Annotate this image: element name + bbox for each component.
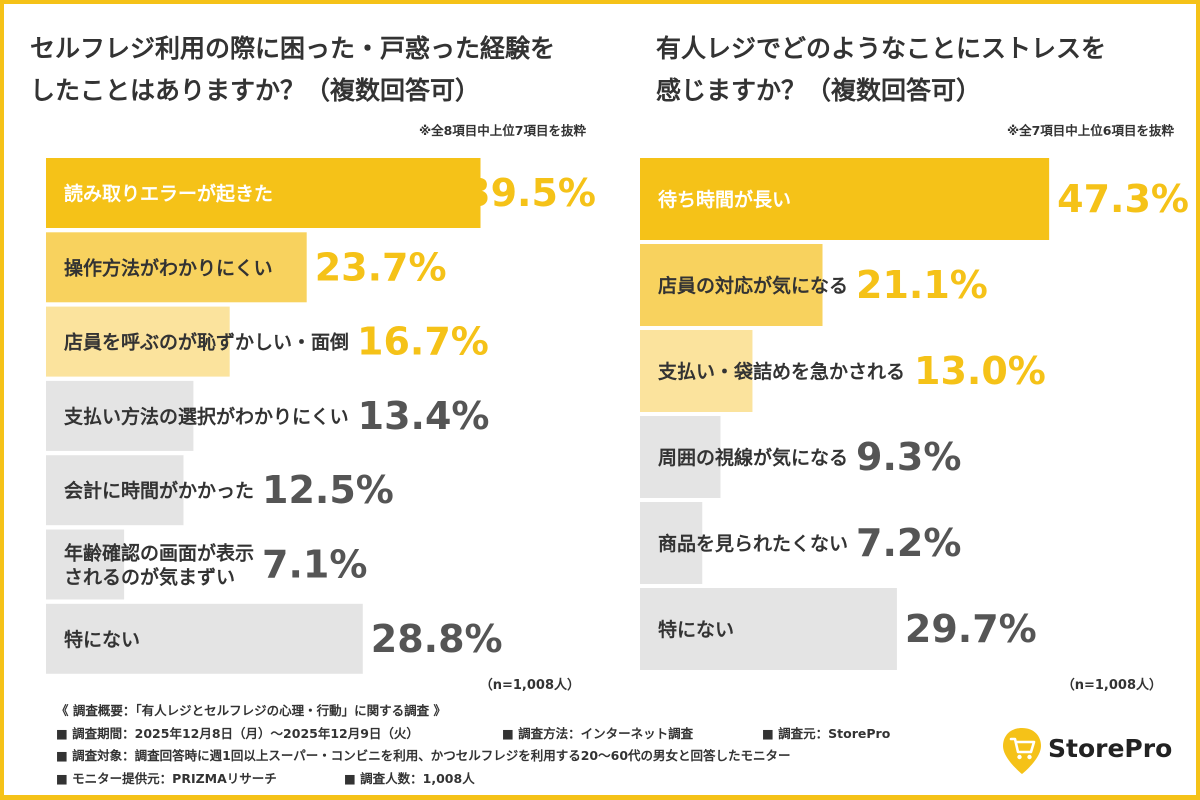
value-label-left-3: 13.4% <box>358 394 490 438</box>
left-title-line1: セルフレジ利用の際に困った・戸惑った経験を <box>30 34 556 63</box>
survey-period: ■ 調査期間：2025年12月8日（月）〜2025年12月9日（火） <box>56 725 419 741</box>
value-label-left-1: 23.7% <box>315 245 447 289</box>
category-label-left-1: 操作方法がわかりにくい <box>64 256 273 279</box>
bar-right-3 <box>640 416 721 498</box>
left-note: ※全8項目中上位7項目を抜粋 <box>418 123 586 138</box>
right-title-line2: 感じますか？（複数回答可） <box>656 76 982 105</box>
value-label-left-2: 16.7% <box>357 320 489 364</box>
survey-count: ■ 調査人数：1,008人 <box>344 770 475 786</box>
category-label-right-0: 待ち時間が長い <box>658 188 791 211</box>
left-chart-panel: セルフレジ利用の際に困った・戸惑った経験を したことはありますか？（複数回答可）… <box>0 0 600 700</box>
value-label-right-1: 21.1% <box>856 263 988 307</box>
bar-right-2 <box>640 330 753 412</box>
shopping-cart-pin-icon <box>1003 728 1041 774</box>
right-note: ※全7項目中上位6項目を抜粋 <box>1006 123 1174 138</box>
category-label-right-3: 周囲の視線が気になる <box>658 446 848 469</box>
bar-left-0 <box>46 158 481 228</box>
category-label-left-5: 年齢確認の画面が表示されるのが気まずい <box>64 542 254 589</box>
bar-left-1 <box>46 232 307 303</box>
value-label-right-2: 13.0% <box>914 349 1046 393</box>
right-chart-panel: 有人レジでどのようなことにストレスを 感じますか？（複数回答可） ※全7項目中上… <box>600 0 1200 700</box>
survey-target: ■ 調査対象：調査回答時に週1回以上スーパー・コンビニを利用、かつセルフレジを利… <box>56 748 791 763</box>
bar-right-4 <box>640 502 703 584</box>
right-bar-chart: 待ち時間が長い 47.3% 店員の対応が気になる 21.1% 支払い・袋詰めを急かされる… <box>640 158 1189 670</box>
bar-right-1 <box>640 244 823 326</box>
left-sample-size: （n=1,008人） <box>479 678 580 693</box>
bar-left-5 <box>46 529 125 600</box>
left-bar-chart: 読み取りエラーが起きた 39.5% 操作方法がわかりにくい 23.7% 店員を呼ぶのが恥… <box>46 158 596 674</box>
category-label-right-1: 店員の対応が気になる <box>658 274 848 297</box>
category-label-left-3: 支払い方法の選択がわかりにくい <box>63 405 349 428</box>
survey-summary: 《 調査概要：「有人レジとセルフレジの心理・行動」に関する調査 》 ■ 調査期間… <box>56 700 956 790</box>
category-label-left-0: 読み取りエラーが起きた <box>64 182 273 205</box>
survey-heading: 《 調査概要：「有人レジとセルフレジの心理・行動」に関する調査 》 <box>56 703 446 718</box>
survey-provider: ■ モニター提供元：PRIZMAリサーチ <box>56 770 277 786</box>
value-label-left-4: 12.5% <box>262 468 394 512</box>
category-label-right-4: 商品を見られたくない <box>658 532 848 555</box>
bar-right-0 <box>640 158 1050 240</box>
value-label-right-5: 29.7% <box>905 607 1037 651</box>
storepro-logo-text: StorePro <box>1048 734 1173 763</box>
survey-source: ■ 調査元：StorePro <box>762 725 891 741</box>
right-sample-size: （n=1,008人） <box>1061 678 1162 693</box>
value-label-left-6: 28.8% <box>371 617 503 661</box>
left-title-line2: したことはありますか？（複数回答可） <box>30 76 481 105</box>
value-label-left-0: 39.5% <box>464 171 596 215</box>
bar-left-6 <box>46 603 363 674</box>
survey-method: ■ 調査方法：インターネット調査 <box>502 725 694 741</box>
category-label-left-4: 会計に時間がかかった <box>64 479 254 502</box>
bar-left-4 <box>46 455 184 526</box>
bar-right-5 <box>640 588 897 670</box>
value-label-right-4: 7.2% <box>856 521 961 565</box>
value-label-right-0: 47.3% <box>1057 177 1189 221</box>
storepro-logo: StorePro <box>1000 726 1190 776</box>
category-label-left-2: 店員を呼ぶのが恥ずかしい・面倒 <box>64 331 349 354</box>
value-label-left-5: 7.1% <box>262 543 367 587</box>
right-title-line1: 有人レジでどのようなことにストレスを <box>656 34 1107 63</box>
bar-left-2 <box>46 306 230 377</box>
value-label-right-3: 9.3% <box>856 435 961 479</box>
bar-left-3 <box>46 380 194 451</box>
category-label-right-5: 特にない <box>658 619 734 641</box>
category-label-left-6: 特にない <box>64 629 140 651</box>
category-label-right-2: 支払い・袋詰めを急かされる <box>657 360 905 383</box>
